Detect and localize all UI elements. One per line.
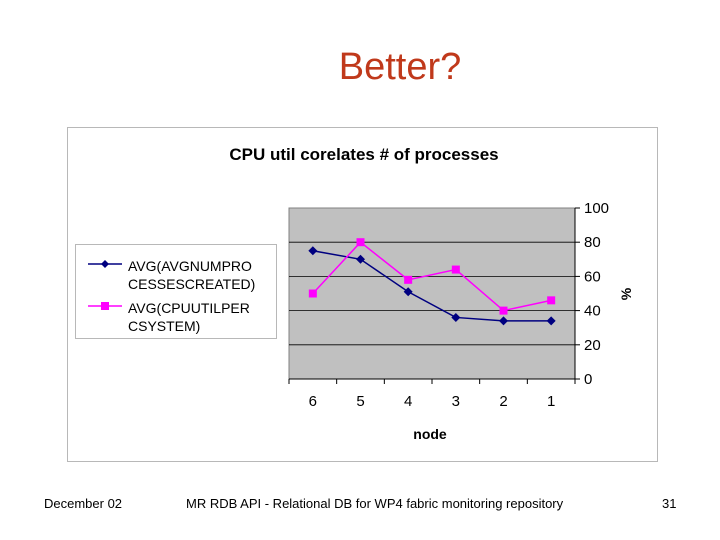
data-point-series-2: [308, 289, 317, 298]
chart-title: CPU util corelates # of processes: [229, 145, 498, 164]
footer-title: MR RDB API - Relational DB for WP4 fabri…: [186, 496, 564, 511]
plot-area: [288, 207, 576, 380]
page-number: 31: [662, 496, 677, 511]
legend-swatch-series1: [88, 260, 122, 268]
x-tick-label: 5: [356, 393, 364, 410]
legend-swatch-series2: [88, 302, 122, 310]
data-point-series-1: [451, 312, 461, 322]
y-tick-label: 100: [584, 200, 609, 217]
data-point-series-2: [404, 275, 413, 284]
data-point-series-1: [499, 316, 508, 326]
y-tick-label: 0: [584, 371, 592, 388]
legend-label-series1-line2: CESSESCREATED): [128, 276, 256, 292]
x-tick-label: 6: [309, 393, 317, 410]
data-point-series-2: [547, 296, 556, 305]
footer-date: December 02: [44, 496, 123, 511]
data-point-series-2: [356, 238, 365, 247]
legend-label-series2: AVG(CPUUTILPER CSYSTEM): [128, 299, 288, 335]
data-point-series-2: [451, 265, 460, 274]
data-point-series-1: [308, 246, 318, 256]
chart-svg: CPU util corelates # of processes 0 20 40 6…: [229, 145, 634, 442]
x-tick-label: 1: [547, 393, 555, 410]
series-line-2: [312, 241, 552, 312]
x-tick-label: 2: [499, 393, 507, 410]
x-tick-label: 3: [452, 393, 460, 410]
legend-label-series1: AVG(AVGNUMPRO CESSESCREATED): [128, 257, 288, 293]
chart-legend: AVG(AVGNUMPRO CESSESCREATED) AVG(CPUUTIL…: [75, 244, 277, 339]
legend-label-series2-line2: CSYSTEM): [128, 318, 201, 334]
legend-label-series2-line1: AVG(CPUUTILPER: [128, 300, 250, 316]
chart-frame: CPU util corelates # of processes 0 20 40 6…: [67, 127, 658, 462]
data-point-series-1: [403, 287, 413, 297]
slide-title: Better?: [338, 46, 462, 88]
y-axis-label: %: [618, 287, 634, 300]
y-tick-label: 40: [584, 303, 601, 320]
x-tick-label: 4: [404, 393, 412, 410]
y-tick-label: 80: [584, 234, 601, 251]
series-line-1: [312, 250, 552, 322]
x-axis-label: node: [413, 426, 447, 442]
y-tick-label: 60: [584, 268, 601, 285]
data-point-series-2: [499, 306, 508, 315]
legend-label-series1-line1: AVG(AVGNUMPRO: [128, 258, 252, 274]
y-tick-label: 20: [584, 337, 601, 354]
data-point-series-1: [546, 316, 556, 326]
